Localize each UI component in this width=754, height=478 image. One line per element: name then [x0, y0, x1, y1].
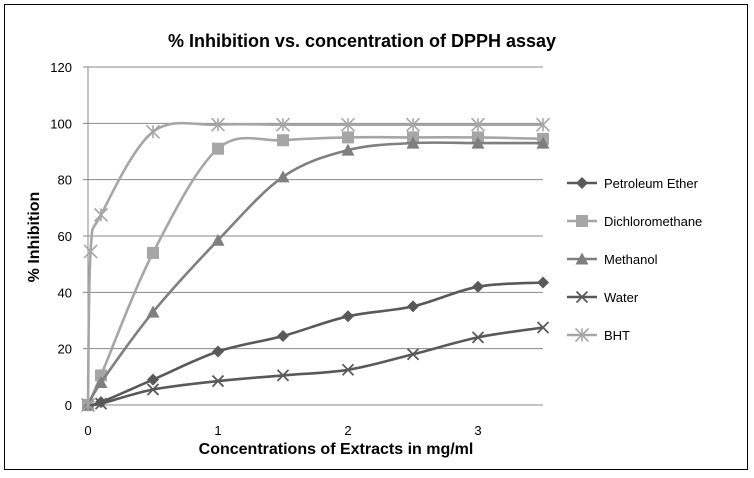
data-point	[342, 131, 354, 144]
data-point	[276, 369, 290, 382]
grid	[88, 66, 543, 350]
data-point	[537, 276, 549, 289]
legend-marker	[575, 252, 589, 265]
data-point	[275, 117, 291, 132]
x-axis-title: Concentrations of Extracts in mg/ml	[199, 441, 474, 458]
series-line	[86, 141, 543, 406]
data-point	[470, 117, 486, 132]
data-point	[94, 375, 108, 388]
series-line	[86, 135, 544, 406]
legend-label: Dichloromethane	[604, 214, 702, 229]
legend-label: BHT	[604, 328, 630, 343]
x-tick-labels: 0 1 2 3	[84, 423, 481, 438]
legend-label: Methanol	[604, 252, 658, 267]
legend-label: Water	[604, 290, 639, 305]
legend-item: Water	[567, 290, 639, 305]
series-line	[86, 121, 543, 406]
legend-item: BHT	[567, 327, 630, 343]
data-point	[276, 170, 290, 183]
data-point	[94, 397, 108, 410]
data-point	[406, 136, 420, 149]
data-point	[471, 136, 485, 149]
data-point	[146, 305, 160, 318]
y-tick-label: 20	[58, 342, 72, 357]
data-point	[471, 331, 485, 344]
series-methanol	[81, 136, 550, 411]
chart-frame: % Inhibition vs. concentration of DPPH a…	[4, 4, 748, 470]
y-tick-label: 60	[58, 229, 72, 244]
data-point	[405, 117, 421, 132]
series-dichloromethane	[82, 131, 549, 411]
data-point	[211, 233, 225, 246]
data-point	[536, 321, 550, 334]
data-point	[83, 244, 98, 259]
data-point	[341, 363, 355, 376]
legend-item: Methanol	[567, 252, 658, 267]
y-tick-label: 0	[65, 398, 72, 413]
data-point	[147, 246, 159, 259]
data-point	[145, 124, 161, 139]
x-tick-label: 0	[84, 423, 91, 438]
data-point	[211, 374, 225, 388]
data-point	[341, 143, 355, 156]
chart-title: % Inhibition vs. concentration of DPPH a…	[168, 31, 556, 51]
legend-item: Dichloromethane	[567, 214, 702, 229]
y-tick-label: 80	[58, 173, 72, 188]
series-layer	[80, 117, 551, 413]
x-tick-label: 2	[344, 423, 351, 438]
x-tick-label: 1	[214, 423, 221, 438]
data-point	[146, 383, 160, 396]
y-tick-labels: 0 20 40 60 80 100 120	[50, 60, 72, 413]
legend-item: Petroleum Ether	[567, 176, 699, 191]
legend: Petroleum Ether Dichloromethane Methanol Wa…	[567, 176, 702, 343]
data-point	[277, 329, 289, 342]
data-point	[406, 348, 420, 361]
data-point	[407, 300, 419, 313]
y-tick-label: 100	[50, 116, 72, 131]
series-water	[81, 321, 550, 412]
legend-marker	[574, 327, 590, 343]
chart-svg: % Inhibition vs. concentration of DPPH a…	[26, 31, 702, 458]
data-point	[342, 310, 354, 323]
data-point	[93, 207, 109, 222]
data-point	[472, 280, 484, 293]
data-point	[535, 117, 551, 132]
data-point	[277, 134, 289, 147]
data-point	[212, 345, 224, 358]
y-tick-label: 40	[58, 285, 72, 300]
data-point	[147, 373, 159, 386]
data-point	[80, 397, 96, 413]
legend-marker	[576, 215, 588, 227]
legend-marker	[576, 177, 588, 189]
data-point	[210, 117, 226, 132]
x-tick-label: 3	[474, 423, 481, 438]
data-point	[212, 142, 224, 155]
y-axis-title: % Inhibition	[26, 192, 43, 283]
legend-marker	[575, 290, 589, 304]
legend-label: Petroleum Ether	[604, 176, 699, 191]
y-tick-label: 120	[50, 60, 72, 75]
series-bht	[80, 117, 551, 413]
data-point	[536, 136, 550, 149]
data-point	[340, 117, 356, 132]
